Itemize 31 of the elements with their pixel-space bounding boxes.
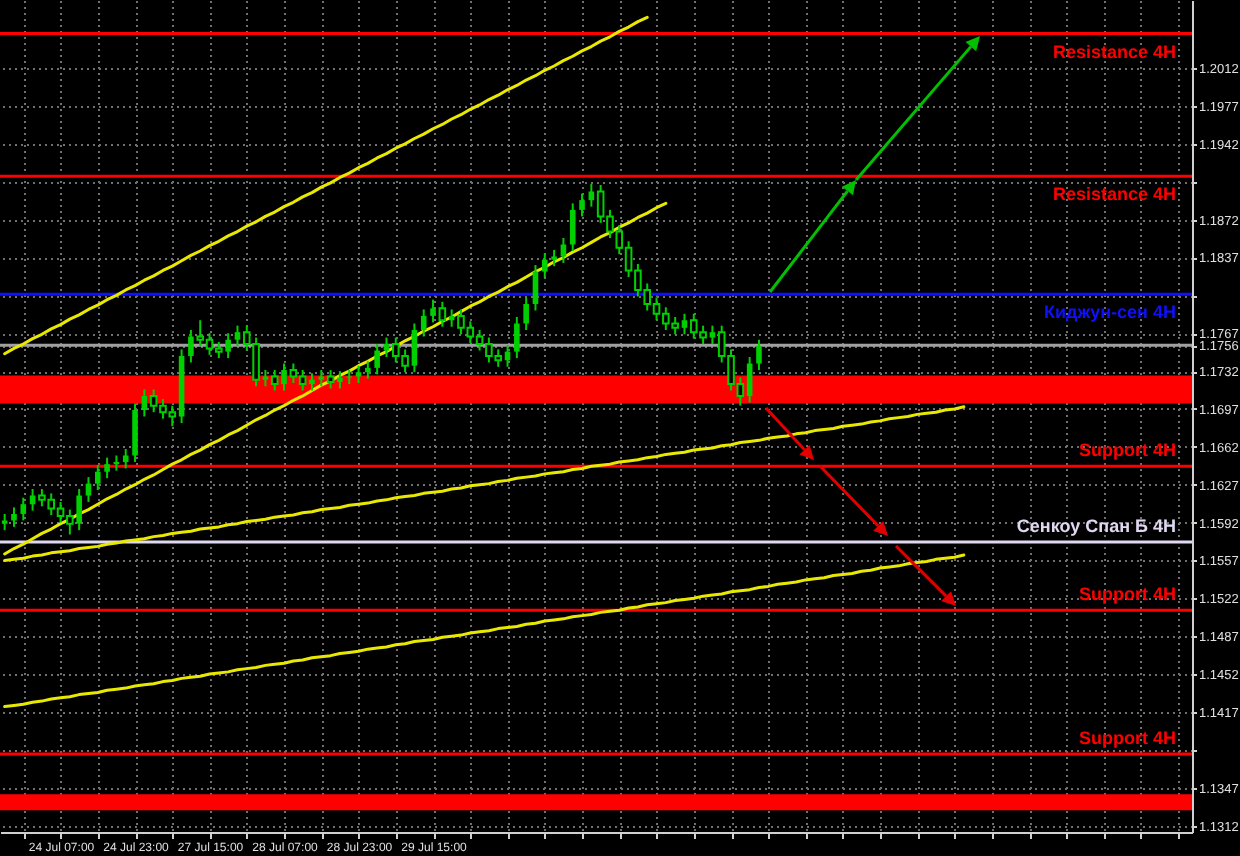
candlestick: [346, 369, 353, 386]
candlestick: [270, 369, 279, 392]
candlestick: [85, 476, 92, 504]
candlestick: [756, 338, 762, 372]
candlestick: [420, 308, 427, 338]
candlestick: [514, 316, 520, 360]
candlestick: [523, 296, 529, 331]
ref-line-label: Support 4H: [1079, 440, 1176, 461]
candlestick: [374, 343, 380, 376]
ref-line-label: Support 4H: [1079, 584, 1176, 605]
candlestick: [569, 202, 576, 253]
line-series: [3, 15, 649, 356]
candlestick: [298, 369, 307, 392]
candlestick: [20, 496, 27, 522]
candlestick: [132, 402, 138, 463]
candlestick: [196, 319, 205, 348]
candlestick: [289, 362, 298, 384]
ref-line-label: Сенкоу Спан Б 4H: [1016, 516, 1176, 537]
ref-line-label: Resistance 4H: [1052, 41, 1176, 62]
candlestick: [94, 464, 101, 492]
line-series: [3, 553, 966, 708]
candlestick: [438, 300, 447, 328]
candlestick: [541, 252, 548, 280]
ref-line-label: Киджун-сен 4H: [1043, 302, 1176, 323]
candlestick: [326, 369, 335, 390]
ref-line-label: Support 4H: [1079, 728, 1176, 749]
candlestick: [579, 192, 585, 218]
candlestick: [122, 448, 129, 470]
candlestick: [104, 456, 110, 480]
ref-line-label: Resistance 4H: [1052, 184, 1176, 205]
candlestick: [11, 506, 17, 528]
